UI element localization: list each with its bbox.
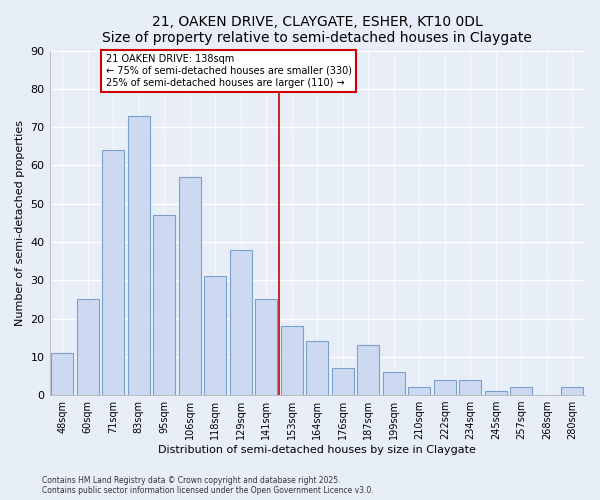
Bar xyxy=(460,380,481,395)
Bar xyxy=(307,342,328,395)
Bar xyxy=(485,392,506,395)
Bar xyxy=(332,368,353,395)
Bar xyxy=(511,388,532,395)
Bar xyxy=(358,346,379,395)
Bar xyxy=(230,250,251,395)
Text: Contains HM Land Registry data © Crown copyright and database right 2025.
Contai: Contains HM Land Registry data © Crown c… xyxy=(42,476,374,495)
Bar xyxy=(383,372,404,395)
Bar xyxy=(562,388,583,395)
Bar xyxy=(52,353,73,395)
Bar xyxy=(77,300,98,395)
Title: 21, OAKEN DRIVE, CLAYGATE, ESHER, KT10 0DL
Size of property relative to semi-det: 21, OAKEN DRIVE, CLAYGATE, ESHER, KT10 0… xyxy=(103,15,532,45)
Bar xyxy=(281,326,302,395)
Bar xyxy=(179,177,200,395)
Bar xyxy=(409,388,430,395)
Y-axis label: Number of semi-detached properties: Number of semi-detached properties xyxy=(15,120,25,326)
Bar xyxy=(434,380,455,395)
Bar xyxy=(154,215,175,395)
Text: 21 OAKEN DRIVE: 138sqm
← 75% of semi-detached houses are smaller (330)
25% of se: 21 OAKEN DRIVE: 138sqm ← 75% of semi-det… xyxy=(106,54,352,88)
Bar xyxy=(128,116,149,395)
Bar xyxy=(103,150,124,395)
Bar xyxy=(256,300,277,395)
Bar xyxy=(205,276,226,395)
X-axis label: Distribution of semi-detached houses by size in Claygate: Distribution of semi-detached houses by … xyxy=(158,445,476,455)
